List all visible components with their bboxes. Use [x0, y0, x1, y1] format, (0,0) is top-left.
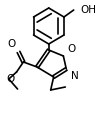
Text: O: O [7, 39, 16, 49]
Text: O: O [6, 74, 15, 84]
Text: O: O [67, 44, 76, 54]
Text: N: N [71, 71, 79, 81]
Text: OH: OH [80, 5, 96, 15]
